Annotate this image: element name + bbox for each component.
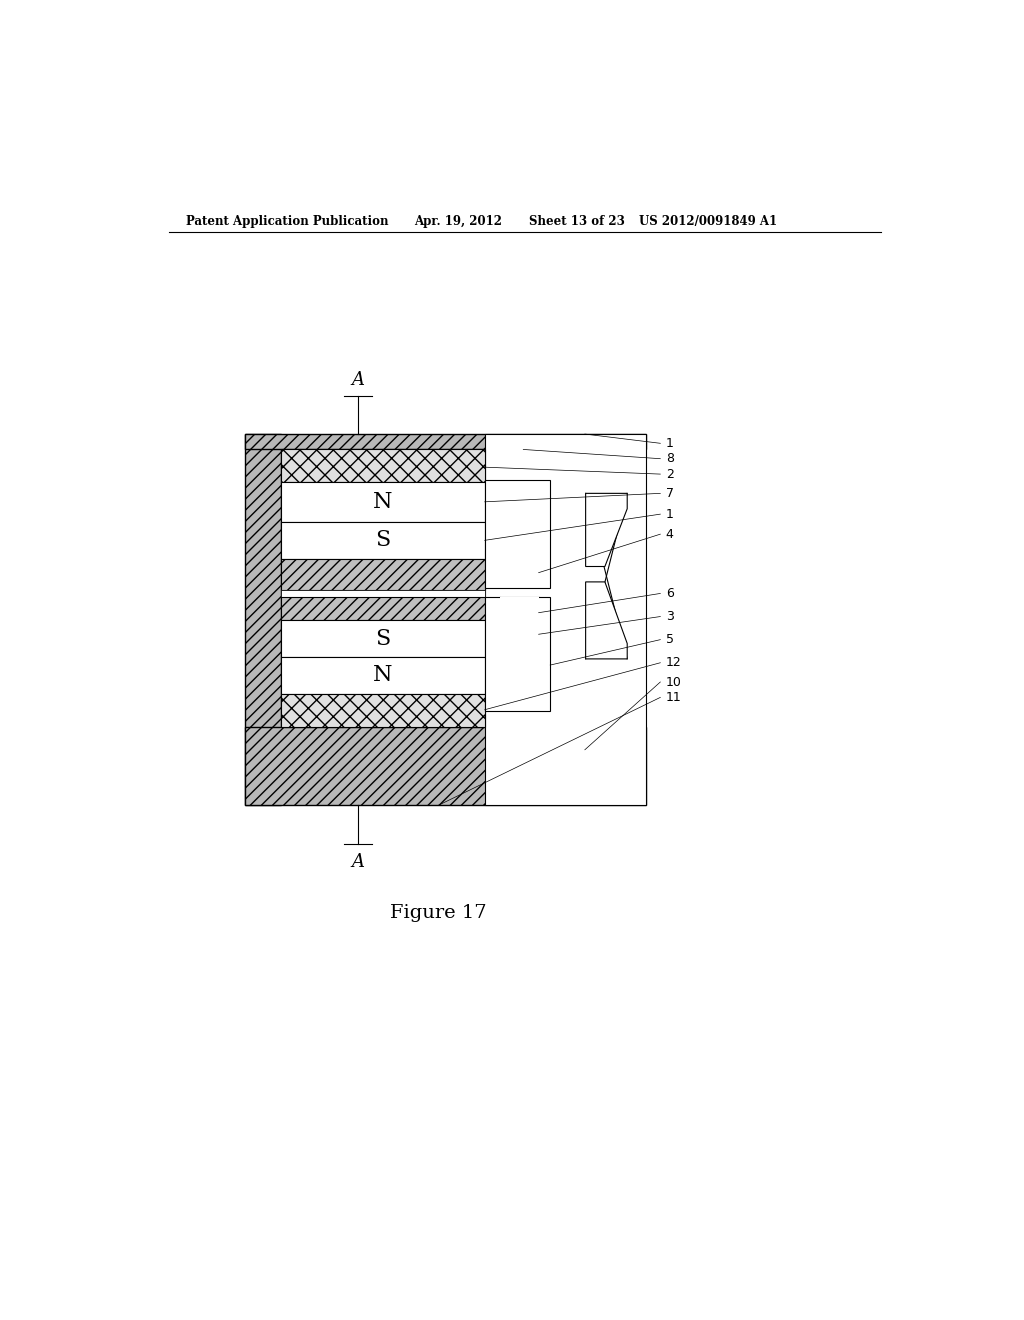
Text: 11: 11 [666, 690, 681, 704]
Bar [281, 590, 484, 597]
Text: Patent Application Publication: Patent Application Publication [186, 215, 388, 228]
Bar [484, 597, 550, 711]
Bar [281, 657, 484, 693]
Text: 3: 3 [666, 610, 674, 623]
Bar [281, 693, 484, 726]
Text: N: N [373, 664, 392, 686]
Text: 6: 6 [666, 587, 674, 601]
Bar [500, 488, 539, 581]
Text: 10: 10 [666, 676, 682, 689]
Bar [500, 597, 539, 697]
Bar [245, 434, 281, 805]
Text: 2: 2 [666, 467, 674, 480]
Text: A: A [351, 371, 365, 389]
Bar [245, 726, 646, 805]
Bar [281, 482, 484, 521]
Text: 4: 4 [666, 528, 674, 541]
Text: Sheet 13 of 23: Sheet 13 of 23 [529, 215, 626, 228]
Text: S: S [375, 529, 390, 552]
Text: 1: 1 [666, 508, 674, 520]
Bar [245, 434, 646, 449]
Text: Apr. 19, 2012: Apr. 19, 2012 [414, 215, 502, 228]
Text: 1: 1 [666, 437, 674, 450]
Polygon shape [586, 494, 628, 566]
Text: N: N [373, 491, 392, 513]
Bar [281, 521, 484, 558]
Text: 8: 8 [666, 453, 674, 465]
Bar [281, 620, 484, 657]
Bar [484, 434, 646, 805]
Bar [484, 480, 550, 589]
Bar [281, 597, 484, 620]
Text: Figure 17: Figure 17 [390, 904, 486, 921]
Text: 12: 12 [666, 656, 681, 669]
Text: A: A [351, 853, 365, 871]
Text: 5: 5 [666, 634, 674, 647]
Text: US 2012/0091849 A1: US 2012/0091849 A1 [639, 215, 777, 228]
Text: 7: 7 [666, 487, 674, 500]
Bar [281, 449, 484, 482]
Polygon shape [586, 582, 628, 659]
Bar [281, 558, 484, 590]
Text: S: S [375, 628, 390, 649]
